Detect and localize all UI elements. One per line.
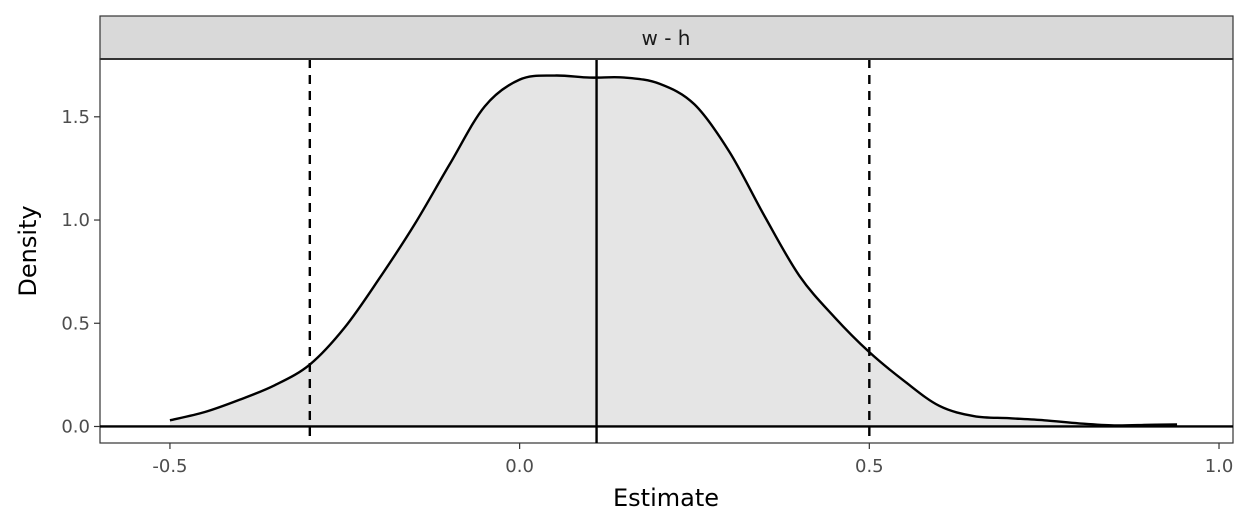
y-tick-label: 0.0	[61, 416, 90, 437]
x-axis-title: Estimate	[613, 484, 719, 512]
density-line	[169, 74, 1178, 427]
x-axis: -0.5 0.0 0.5 1.0	[152, 443, 1233, 477]
y-tick-label: 1.0	[61, 210, 90, 231]
y-tick-label: 1.5	[61, 107, 90, 128]
y-axis-title: Density	[14, 205, 42, 296]
y-axis: 0.0 0.5 1.0 1.5	[61, 107, 100, 437]
x-tick-label: 0.0	[505, 456, 534, 477]
facet-strip-label: w - h	[642, 26, 691, 50]
x-tick-label: 0.5	[855, 456, 884, 477]
y-tick-label: 0.5	[61, 313, 90, 334]
density-area	[169, 75, 1178, 427]
x-tick-label: 1.0	[1205, 456, 1234, 477]
facet-strip	[99, 15, 1234, 60]
x-tick-label: -0.5	[152, 456, 187, 477]
